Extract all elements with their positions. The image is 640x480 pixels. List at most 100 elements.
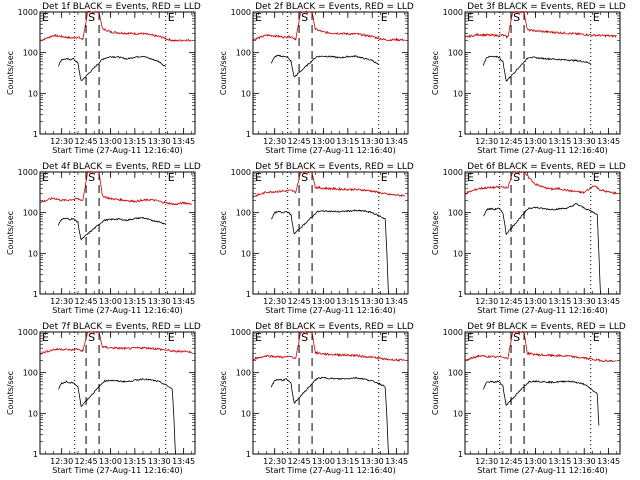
marker-label: E bbox=[168, 171, 175, 184]
lld-series-line bbox=[253, 170, 406, 198]
y-axis-label: Counts/sec bbox=[6, 371, 15, 415]
y-tick-label: 1000 bbox=[443, 328, 463, 337]
x-tick-label: 13:00 bbox=[312, 297, 335, 306]
x-tick-label: 13:15 bbox=[336, 137, 359, 146]
x-axis-label: Start Time (27-Aug-11 12:16:40) bbox=[52, 146, 183, 155]
x-tick-label: 13:30 bbox=[573, 457, 596, 466]
x-axis-label: Start Time (27-Aug-11 12:16:40) bbox=[52, 466, 183, 475]
y-tick-label: 1000 bbox=[443, 168, 463, 177]
x-tick-label: 12:45 bbox=[75, 297, 98, 306]
plot-frame bbox=[39, 171, 196, 295]
y-tick-label: 1000 bbox=[443, 8, 463, 17]
plot-frame bbox=[464, 331, 621, 455]
y-tick-label: 1000 bbox=[18, 8, 38, 17]
detector-panel: Det 6f BLACK = Events, RED = LLD 1 10 100 10… bbox=[431, 162, 626, 315]
marker-label: S bbox=[88, 331, 95, 344]
x-tick-label: 13:15 bbox=[123, 297, 146, 306]
panel-title: Det 8f BLACK = Events, RED = LLD bbox=[255, 322, 414, 332]
marker-label: E bbox=[467, 331, 474, 344]
x-axis-label: Start Time (27-Aug-11 12:16:40) bbox=[52, 306, 183, 315]
x-tick-label: 13:00 bbox=[524, 137, 547, 146]
events-series-line bbox=[271, 209, 389, 295]
marker-label: E bbox=[467, 171, 474, 184]
y-tick-label: 1000 bbox=[231, 328, 251, 337]
panel-title: Det 1f BLACK = Events, RED = LLD bbox=[42, 2, 201, 12]
y-tick-label: 1000 bbox=[18, 328, 38, 337]
x-tick-label: 13:45 bbox=[172, 457, 195, 466]
y-tick-label: 10 bbox=[241, 89, 251, 98]
x-tick-label: 13:45 bbox=[597, 137, 620, 146]
y-tick-label: 10 bbox=[241, 409, 251, 418]
y-tick-label: 1 bbox=[246, 450, 251, 459]
x-tick-label: 13:00 bbox=[99, 297, 122, 306]
detector-panel: Det 9f BLACK = Events, RED = LLD 1 10 100 10… bbox=[431, 322, 626, 475]
x-tick-label: 13:45 bbox=[385, 297, 408, 306]
events-series-line bbox=[483, 203, 601, 295]
detector-panel: Det 2f BLACK = Events, RED = LLD 1 10 100 10… bbox=[219, 2, 414, 155]
y-tick-label: 1000 bbox=[231, 8, 251, 17]
x-tick-label: 13:15 bbox=[336, 457, 359, 466]
x-tick-label: 13:00 bbox=[99, 457, 122, 466]
x-tick-label: 12:45 bbox=[500, 297, 523, 306]
marker-label: E bbox=[42, 11, 49, 24]
y-tick-label: 10 bbox=[28, 249, 38, 258]
x-tick-label: 13:30 bbox=[148, 457, 171, 466]
x-tick-label: 13:30 bbox=[361, 457, 384, 466]
marker-label: E bbox=[42, 331, 49, 344]
marker-label: S bbox=[88, 171, 95, 184]
marker-label: E bbox=[381, 171, 388, 184]
x-axis-label: Start Time (27-Aug-11 12:16:40) bbox=[477, 146, 608, 155]
detector-panel: Det 1f BLACK = Events, RED = LLD 1 10 100 10… bbox=[6, 2, 201, 155]
marker-label: E bbox=[255, 331, 262, 344]
marker-label: S bbox=[513, 171, 520, 184]
x-tick-label: 13:15 bbox=[548, 137, 571, 146]
y-tick-label: 1 bbox=[33, 130, 38, 139]
x-tick-label: 12:45 bbox=[288, 137, 311, 146]
x-tick-label: 13:15 bbox=[548, 457, 571, 466]
marker-label: S bbox=[513, 11, 520, 24]
plot-frame bbox=[252, 331, 409, 455]
x-tick-label: 13:15 bbox=[123, 457, 146, 466]
x-axis-label: Start Time (27-Aug-11 12:16:40) bbox=[477, 466, 608, 475]
x-tick-label: 13:15 bbox=[336, 297, 359, 306]
y-tick-label: 1 bbox=[246, 130, 251, 139]
y-tick-label: 100 bbox=[448, 49, 463, 58]
x-tick-label: 12:30 bbox=[263, 457, 286, 466]
lld-series-line bbox=[40, 170, 192, 206]
marker-label: E bbox=[593, 11, 600, 24]
marker-label: E bbox=[255, 11, 262, 24]
events-series-line bbox=[483, 379, 600, 426]
x-tick-label: 12:30 bbox=[50, 137, 73, 146]
y-tick-label: 1 bbox=[33, 450, 38, 459]
panel-title: Det 9f BLACK = Events, RED = LLD bbox=[467, 322, 626, 332]
marker-label: S bbox=[301, 331, 308, 344]
x-tick-label: 12:45 bbox=[500, 137, 523, 146]
marker-label: E bbox=[168, 331, 175, 344]
panel-title: Det 3f BLACK = Events, RED = LLD bbox=[467, 2, 626, 12]
marker-label: E bbox=[467, 11, 474, 24]
events-series-line bbox=[58, 55, 166, 82]
x-tick-label: 13:45 bbox=[172, 137, 195, 146]
y-tick-label: 1 bbox=[458, 130, 463, 139]
marker-label: E bbox=[255, 171, 262, 184]
y-tick-label: 100 bbox=[23, 49, 38, 58]
x-tick-label: 13:30 bbox=[573, 297, 596, 306]
x-tick-label: 13:30 bbox=[361, 137, 384, 146]
events-series-line bbox=[483, 55, 591, 82]
events-series-line bbox=[271, 54, 380, 78]
x-tick-label: 12:30 bbox=[475, 457, 498, 466]
lld-series-line bbox=[465, 10, 617, 39]
detector-panel: Det 7f BLACK = Events, RED = LLD 1 10 100 10… bbox=[6, 322, 201, 475]
y-tick-label: 100 bbox=[236, 49, 251, 58]
x-tick-label: 12:30 bbox=[263, 137, 286, 146]
marker-label: S bbox=[88, 11, 95, 24]
x-tick-label: 12:45 bbox=[288, 457, 311, 466]
x-tick-label: 13:45 bbox=[172, 297, 195, 306]
plot-frame bbox=[252, 11, 409, 135]
y-axis-label: Counts/sec bbox=[431, 211, 440, 255]
x-tick-label: 12:45 bbox=[75, 457, 98, 466]
marker-label: E bbox=[381, 331, 388, 344]
x-tick-label: 13:00 bbox=[312, 137, 335, 146]
